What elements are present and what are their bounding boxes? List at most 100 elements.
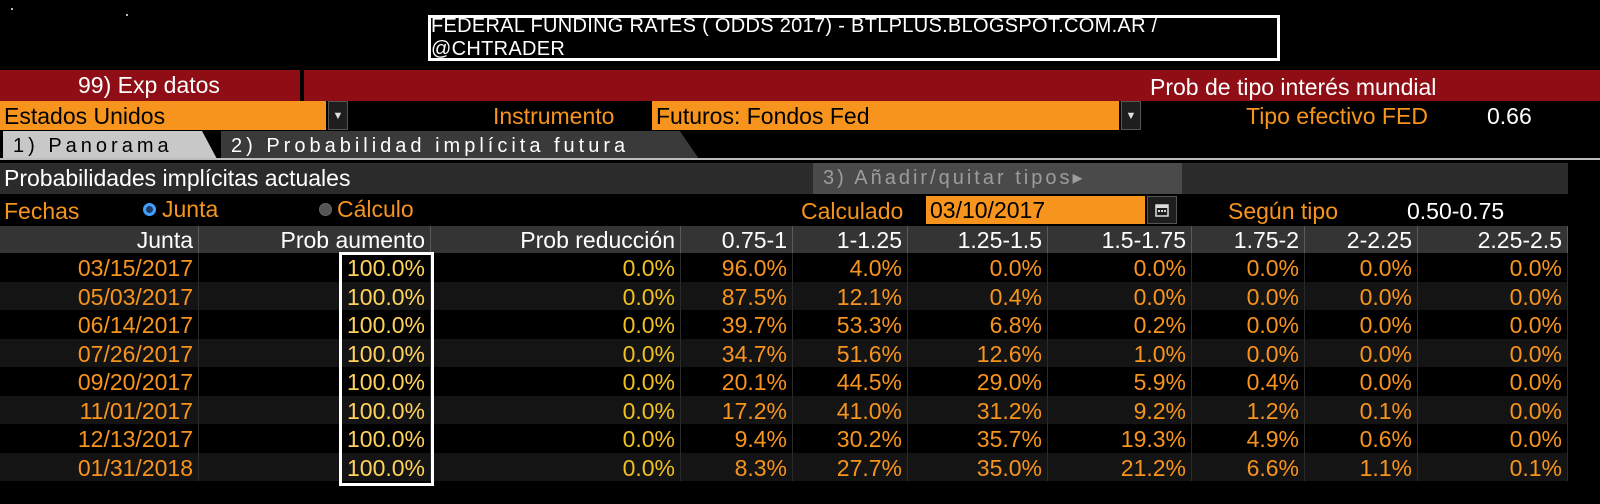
table-cell: 0.0% [431, 310, 681, 339]
table-cell: 0.0% [431, 395, 681, 424]
table-cell: 07/26/2017 [0, 338, 199, 367]
column-header[interactable]: Prob aumento [199, 226, 431, 253]
table-cell: 0.0% [1305, 367, 1418, 396]
table-cell: 6.6% [1192, 452, 1305, 481]
table-cell: 0.4% [908, 281, 1048, 310]
table-cell: 27.7% [793, 452, 908, 481]
panel-title: Probabilidades implícitas actuales [4, 165, 351, 191]
radio-junta-icon[interactable] [143, 203, 156, 216]
table-cell: 30.2% [793, 424, 908, 453]
radio-junta-label[interactable]: Junta [162, 196, 219, 222]
screen-title-bar [304, 70, 1600, 101]
table-cell: 0.0% [1305, 338, 1418, 367]
column-header[interactable]: 0.75-1 [681, 226, 793, 253]
column-header[interactable]: 1.5-1.75 [1048, 226, 1192, 253]
table-cell: 0.0% [1305, 253, 1418, 282]
instrument-dropdown-icon[interactable]: ▼ [1121, 101, 1141, 130]
calendar-icon[interactable] [1147, 196, 1177, 224]
table-cell: 11/01/2017 [0, 395, 199, 424]
table-cell: 29.0% [908, 367, 1048, 396]
table-cell: 100.0% [199, 338, 431, 367]
table-cell: 0.4% [1192, 367, 1305, 396]
effective-rate-label: Tipo efectivo FED [1246, 103, 1428, 129]
tab-divider [0, 158, 1600, 160]
table-cell: 9.2% [1048, 395, 1192, 424]
calendar-glyph [1155, 204, 1169, 217]
table-row[interactable]: 09/20/2017 100.0% 0.0% 20.1% 44.5% 29.0% 5.9% 0… [0, 367, 1568, 396]
table-row[interactable]: 03/15/2017 100.0% 0.0% 96.0% 4.0% 0.0% 0.0% 0.0… [0, 253, 1568, 282]
table-cell: 20.1% [681, 367, 793, 396]
dates-label: Fechas [4, 198, 80, 224]
column-header[interactable]: Prob reducción [431, 226, 681, 253]
table-cell: 1.1% [1305, 452, 1418, 481]
table-cell: 0.0% [431, 253, 681, 282]
table-cell: 100.0% [199, 281, 431, 310]
table-row[interactable]: 07/26/2017 100.0% 0.0% 34.7% 51.6% 12.6% 1.0% 0… [0, 338, 1568, 367]
column-header[interactable]: 1-1.25 [793, 226, 908, 253]
table-cell: 1.2% [1192, 395, 1305, 424]
table-cell: 0.0% [1418, 253, 1568, 282]
effective-rate-value: 0.66 [1487, 103, 1532, 129]
table-cell: 0.0% [431, 452, 681, 481]
table-cell: 19.3% [1048, 424, 1192, 453]
table-cell: 100.0% [199, 452, 431, 481]
table-cell: 41.0% [793, 395, 908, 424]
table-row[interactable]: 05/03/2017 100.0% 0.0% 87.5% 12.1% 0.4% 0.0% 0.… [0, 281, 1568, 310]
table-cell: 05/03/2017 [0, 281, 199, 310]
table-cell: 0.0% [431, 281, 681, 310]
table-cell: 0.0% [1418, 310, 1568, 339]
banner-title: FEDERAL FUNDING RATES ( ODDS 2017) - BTL… [428, 15, 1280, 61]
table-cell: 0.0% [1418, 395, 1568, 424]
table-cell: 12.6% [908, 338, 1048, 367]
instrument-label: Instrumento [493, 103, 615, 129]
country-dropdown-icon[interactable]: ▼ [328, 101, 348, 130]
add-remove-rates-button[interactable]: 3) Añadir/quitar tipos▸ [813, 163, 1182, 194]
table-body: 03/15/2017 100.0% 0.0% 96.0% 4.0% 0.0% 0.0% 0.0… [0, 253, 1568, 481]
tab-panorama[interactable]: 1) Panorama [3, 131, 217, 159]
table-cell: 4.0% [793, 253, 908, 282]
table-cell: 0.0% [1192, 310, 1305, 339]
column-header[interactable]: 1.25-1.5 [908, 226, 1048, 253]
column-header[interactable]: Junta [0, 226, 199, 253]
table-cell: 0.0% [1305, 310, 1418, 339]
column-header[interactable]: 1.75-2 [1192, 226, 1305, 253]
table-cell: 35.7% [908, 424, 1048, 453]
column-header[interactable]: 2-2.25 [1305, 226, 1418, 253]
table-cell: 0.0% [1305, 281, 1418, 310]
table-cell: 0.0% [1192, 338, 1305, 367]
table-cell: 0.0% [908, 253, 1048, 282]
calculated-date-input[interactable]: 03/10/2017 [926, 196, 1145, 224]
table-cell: 100.0% [199, 253, 431, 282]
column-header[interactable]: 2.25-2.5 [1418, 226, 1568, 253]
table-cell: 0.0% [1048, 253, 1192, 282]
table-cell: 0.2% [1048, 310, 1192, 339]
country-select[interactable]: Estados Unidos [0, 101, 326, 130]
table-cell: 100.0% [199, 395, 431, 424]
table-row[interactable]: 11/01/2017 100.0% 0.0% 17.2% 41.0% 31.2% 9.2% 1… [0, 395, 1568, 424]
table-cell: 0.6% [1305, 424, 1418, 453]
table-cell: 100.0% [199, 424, 431, 453]
table-cell: 51.6% [793, 338, 908, 367]
rate-value: 0.50-0.75 [1407, 198, 1505, 224]
calculated-label: Calculado [801, 198, 904, 224]
table-row[interactable]: 12/13/2017 100.0% 0.0% 9.4% 30.2% 35.7% 19.3% 4… [0, 424, 1568, 453]
table-cell: 12/13/2017 [0, 424, 199, 453]
radio-calculo-icon[interactable] [319, 203, 332, 216]
radio-calculo-label[interactable]: Cálculo [337, 196, 414, 222]
table-cell: 0.0% [1418, 281, 1568, 310]
speck [11, 8, 13, 10]
probability-table: Junta Prob aumento Prob reducción 0.75-1 1-1… [0, 226, 1568, 481]
instrument-select[interactable]: Futuros: Fondos Fed [652, 101, 1119, 130]
table-cell: 39.7% [681, 310, 793, 339]
export-menu-bar[interactable] [0, 70, 300, 101]
export-data-button[interactable]: 99) Exp datos [78, 72, 220, 98]
table-cell: 09/20/2017 [0, 367, 199, 396]
table-cell: 8.3% [681, 452, 793, 481]
table-row[interactable]: 06/14/2017 100.0% 0.0% 39.7% 53.3% 6.8% 0.2% 0.… [0, 310, 1568, 339]
table-cell: 6.8% [908, 310, 1048, 339]
table-row[interactable]: 01/31/2018 100.0% 0.0% 8.3% 27.7% 35.0% 21.2% 6… [0, 452, 1568, 481]
table-cell: 0.0% [1418, 367, 1568, 396]
table-cell: 53.3% [793, 310, 908, 339]
table-header: Junta Prob aumento Prob reducción 0.75-1 1-1… [0, 226, 1568, 253]
tab-probabilidad-implicita-futura[interactable]: 2) Probabilidad implícita futura [221, 131, 699, 159]
